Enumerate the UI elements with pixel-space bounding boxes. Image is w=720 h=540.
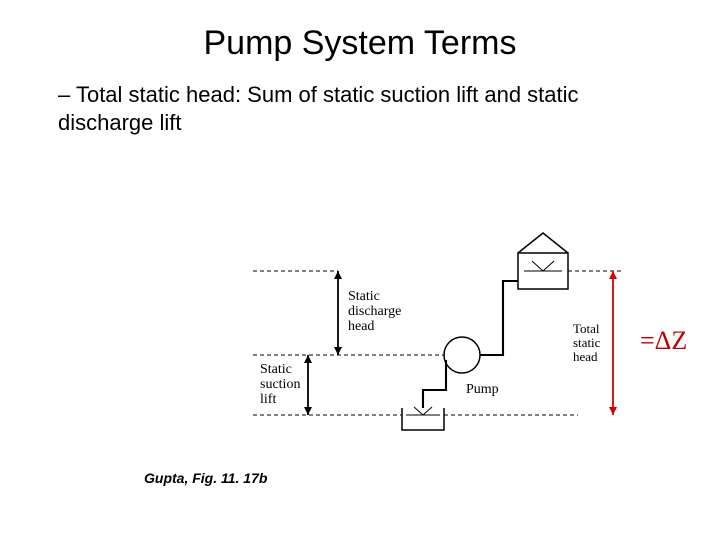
svg-text:head: head [573, 349, 598, 364]
svg-text:static: static [573, 335, 601, 350]
svg-text:Pump: Pump [466, 382, 499, 397]
svg-text:discharge: discharge [348, 304, 401, 319]
bullet-line: – Total static head: Sum of static sucti… [0, 81, 720, 136]
svg-text:Total: Total [573, 321, 600, 336]
pump-diagram: StaticdischargeheadStaticsuctionliftPump… [248, 225, 628, 445]
slide-title: Pump System Terms [0, 0, 720, 81]
svg-text:Static: Static [348, 289, 380, 304]
delta-z-annotation: =ΔZ [640, 326, 687, 356]
figure-citation: Gupta, Fig. 11. 17b [144, 470, 267, 486]
svg-text:suction: suction [260, 377, 300, 392]
svg-text:Static: Static [260, 362, 292, 377]
bullet-dash: – [58, 82, 76, 107]
svg-text:lift: lift [260, 392, 276, 407]
svg-text:head: head [348, 319, 374, 334]
bullet-text: Total static head: Sum of static suction… [58, 82, 579, 135]
